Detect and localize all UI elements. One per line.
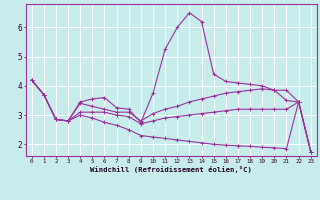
X-axis label: Windchill (Refroidissement éolien,°C): Windchill (Refroidissement éolien,°C) xyxy=(90,166,252,173)
